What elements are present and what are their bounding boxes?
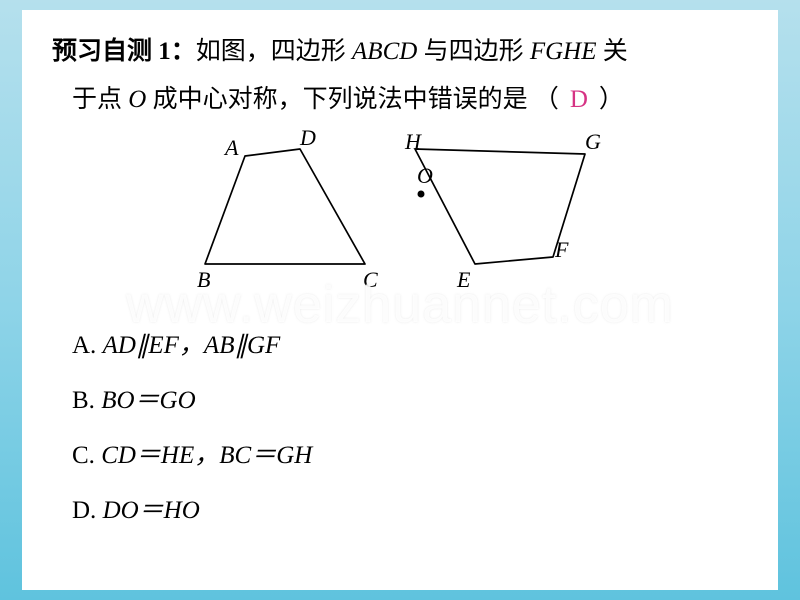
option-b: B. BO＝GO [72,373,748,428]
option-c: C. CD＝HE，BC＝GH [72,428,748,483]
q-text-1c: 关 [596,38,627,65]
option-d-prefix: D. [72,497,103,524]
q-fghe: FGHE [530,38,597,65]
question-text: 预习自测 1：如图，四边形 ABCD 与四边形 FGHE 关 [52,28,748,76]
question-prefix: 预习自测 1： [52,38,196,65]
svg-text:E: E [456,267,471,292]
question-text-line2: 于点 O 成中心对称，下列说法中错误的是 （D） [52,76,748,124]
q-text-1a: 如图，四边形 [196,38,352,65]
option-a: A. AD∥EF，AB∥GF [72,318,748,373]
q-text-2b: 成中心对称，下列说法中错误的是 （ [146,86,559,113]
option-d: D. DO＝HO [72,483,748,538]
svg-text:D: D [299,129,316,150]
options-list: A. AD∥EF，AB∥GF B. BO＝GO C. CD＝HE，BC＝GH D… [52,318,748,538]
svg-text:B: B [197,267,210,292]
option-a-text: AD∥EF，AB∥GF [103,332,281,359]
diagram-container: O A D C B H G F E [52,129,748,314]
option-c-text: CD＝HE，BC＝GH [101,442,312,469]
q-pointO: O [128,86,146,113]
q-text-1b: 与四边形 [417,38,530,65]
q-text-2a: 于点 [72,86,128,113]
geometry-diagram: O A D C B H G F E [185,129,615,309]
svg-text:O: O [417,163,433,188]
answer-letter: D [559,76,599,124]
q-abcd: ABCD [352,38,417,65]
option-b-text: BO＝GO [101,387,195,414]
svg-text:C: C [363,267,378,292]
option-d-text: DO＝HO [103,497,200,524]
option-b-prefix: B. [72,387,101,414]
option-c-prefix: C. [72,442,101,469]
content-card: 预习自测 1：如图，四边形 ABCD 与四边形 FGHE 关 于点 O 成中心对… [22,10,778,590]
svg-text:H: H [404,129,422,154]
svg-text:G: G [585,129,601,154]
svg-text:A: A [223,135,239,160]
option-a-prefix: A. [72,332,103,359]
q-text-2c: ） [599,86,624,113]
svg-text:F: F [554,237,569,262]
